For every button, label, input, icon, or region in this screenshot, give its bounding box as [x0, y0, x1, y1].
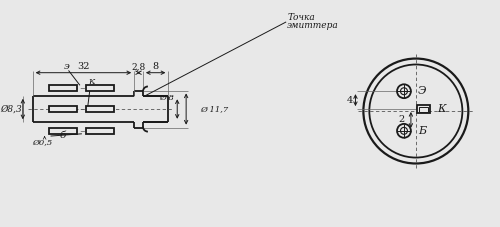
Text: эмиттера: эмиттера — [287, 21, 339, 30]
Text: Ø 8: Ø 8 — [160, 94, 174, 102]
Circle shape — [397, 124, 411, 138]
Bar — [418, 105, 430, 114]
Text: 2: 2 — [399, 116, 405, 124]
Text: Ø 11,7: Ø 11,7 — [200, 105, 228, 113]
Text: 8: 8 — [152, 62, 158, 71]
Circle shape — [397, 84, 411, 98]
Text: 32: 32 — [77, 62, 90, 71]
Text: Э: Э — [418, 86, 426, 96]
Bar — [420, 106, 428, 111]
Bar — [49, 128, 77, 134]
Text: б: б — [59, 131, 66, 140]
Text: К: К — [437, 104, 446, 114]
Bar — [49, 106, 77, 112]
Circle shape — [400, 127, 407, 134]
Text: Ø0,5: Ø0,5 — [32, 138, 52, 146]
Text: к: к — [88, 77, 94, 86]
Circle shape — [364, 59, 469, 163]
Text: Б: Б — [418, 126, 426, 136]
Circle shape — [370, 64, 462, 158]
Text: э: э — [64, 62, 70, 71]
Bar — [86, 85, 114, 91]
Bar — [49, 85, 77, 91]
Text: Точка: Точка — [287, 13, 315, 22]
Circle shape — [400, 88, 407, 95]
Text: Ø8,3: Ø8,3 — [0, 105, 22, 114]
Bar — [86, 128, 114, 134]
Text: 2,8: 2,8 — [132, 62, 145, 71]
Text: 4: 4 — [346, 96, 352, 105]
Bar — [86, 106, 114, 112]
